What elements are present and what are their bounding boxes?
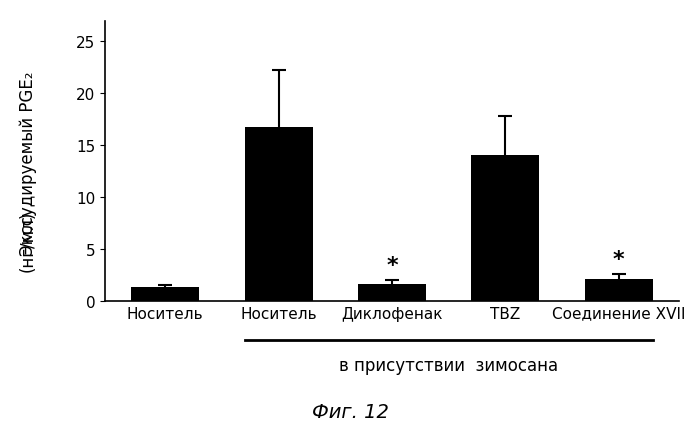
- Bar: [244, 128, 313, 301]
- Text: Фиг. 12: Фиг. 12: [312, 402, 388, 421]
- Bar: [584, 279, 653, 301]
- Bar: [471, 156, 540, 301]
- Bar: [131, 288, 200, 301]
- Bar: [358, 284, 426, 301]
- Text: (нг/мл): (нг/мл): [19, 210, 37, 271]
- Text: *: *: [386, 256, 398, 276]
- Text: в присутствии  зимосана: в присутствии зимосана: [340, 356, 559, 374]
- Text: Экссудируемый PGE₂: Экссудируемый PGE₂: [19, 71, 37, 255]
- Text: *: *: [613, 249, 624, 269]
